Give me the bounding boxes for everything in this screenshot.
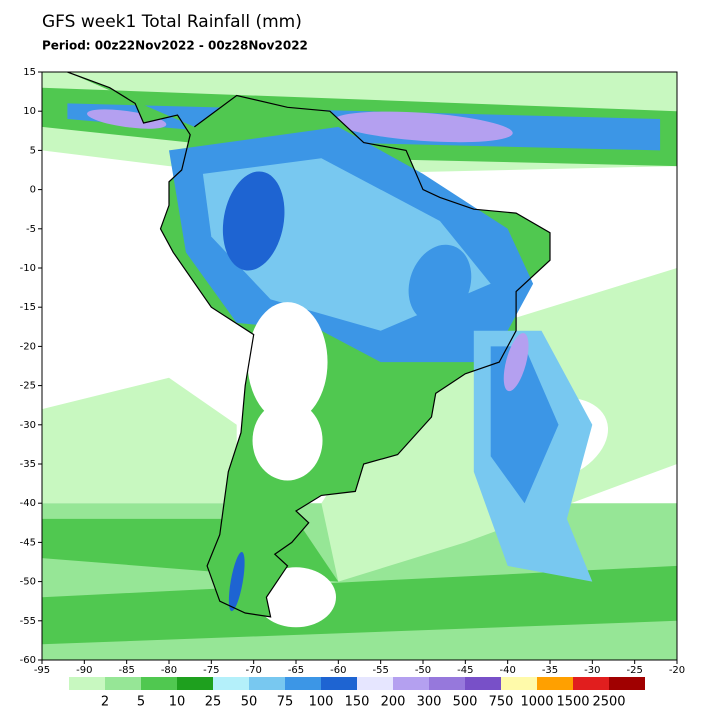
- y-tick-label: -5: [26, 224, 36, 235]
- x-tick-label: -55: [372, 665, 388, 676]
- colorbar-label: 5: [137, 695, 145, 710]
- colorbar-box: [177, 677, 213, 690]
- colorbar-label: 150: [345, 695, 370, 710]
- colorbar-box: [429, 677, 465, 690]
- colorbar-box: [573, 677, 609, 690]
- x-tick-label: -25: [626, 665, 642, 676]
- plot-frame: [41, 71, 678, 661]
- colorbar-box: [321, 677, 357, 690]
- colorbar-label: 1500: [556, 695, 589, 710]
- x-tick-label: -75: [203, 665, 219, 676]
- colorbar-label: 200: [381, 695, 406, 710]
- colorbar-box: [609, 677, 645, 690]
- y-tick-label: 0: [30, 185, 36, 196]
- x-tick-label: -40: [499, 665, 515, 676]
- x-tick-label: -30: [584, 665, 600, 676]
- x-tick-label: -20: [669, 665, 685, 676]
- y-tick-label: -55: [20, 616, 36, 627]
- colorbar-box: [285, 677, 321, 690]
- rain-area: [408, 244, 472, 323]
- x-tick-label: -80: [161, 665, 177, 676]
- rainfall-field: [42, 72, 677, 660]
- y-tick-label: -20: [20, 341, 36, 352]
- colorbar-label: 2: [101, 695, 109, 710]
- x-tick-label: -90: [76, 665, 92, 676]
- subtitle: Period: 00z22Nov2022 - 00z28Nov2022: [42, 39, 308, 53]
- x-tick-label: -70: [245, 665, 261, 676]
- y-tick-label: -40: [20, 498, 36, 509]
- y-tick-label: 10: [23, 106, 36, 117]
- x-tick-label: -35: [542, 665, 558, 676]
- colorbar-box: [465, 677, 501, 690]
- coastline: [67, 72, 551, 618]
- rain-area: [42, 377, 237, 504]
- y-tick-label: -60: [20, 655, 36, 666]
- colorbar-box: [537, 677, 573, 690]
- colorbar-label: 25: [205, 695, 222, 710]
- rain-area: [42, 565, 677, 645]
- rain-area: [333, 111, 513, 143]
- colorbar-box: [213, 677, 249, 690]
- y-tick-label: -45: [20, 537, 36, 548]
- y-tick-label: 5: [30, 145, 36, 156]
- x-tick-label: -85: [118, 665, 134, 676]
- colorbar-box: [249, 677, 285, 690]
- rain-area: [503, 332, 529, 392]
- colorbar-label: 2500: [592, 695, 625, 710]
- rain-area: [247, 302, 328, 423]
- x-tick-label: -95: [34, 665, 50, 676]
- colorbar-label: 1000: [520, 695, 553, 710]
- colorbar-label: 50: [241, 695, 258, 710]
- x-tick-label: -50: [415, 665, 431, 676]
- colorbar-box: [501, 677, 537, 690]
- rain-area: [87, 109, 167, 129]
- y-tick-label: -10: [20, 263, 36, 274]
- y-tick-label: 15: [23, 67, 36, 78]
- colorbar-label: 10: [169, 695, 186, 710]
- y-tick-label: -30: [20, 420, 36, 431]
- rain-area: [228, 552, 245, 612]
- colorbar-label: 300: [417, 695, 442, 710]
- colorbar-box: [141, 677, 177, 690]
- colorbar-box: [69, 677, 105, 690]
- colorbar-label: 75: [277, 695, 294, 710]
- rain-area: [222, 171, 285, 271]
- rain-area: [252, 400, 323, 481]
- y-tick-label: -50: [20, 577, 36, 588]
- y-tick-label: -35: [20, 459, 36, 470]
- y-tick-label: -25: [20, 381, 36, 392]
- y-tick-label: -15: [20, 302, 36, 313]
- colorbar-label: 750: [489, 695, 514, 710]
- x-tick-label: -65: [288, 665, 304, 676]
- colorbar-box: [357, 677, 393, 690]
- x-tick-label: -45: [457, 665, 473, 676]
- colorbar-label: 500: [453, 695, 478, 710]
- colorbar-box: [105, 677, 141, 690]
- colorbar-box: [393, 677, 429, 690]
- title: GFS week1 Total Rainfall (mm): [42, 12, 302, 32]
- colorbar-label: 100: [309, 695, 334, 710]
- x-tick-label: -60: [330, 665, 346, 676]
